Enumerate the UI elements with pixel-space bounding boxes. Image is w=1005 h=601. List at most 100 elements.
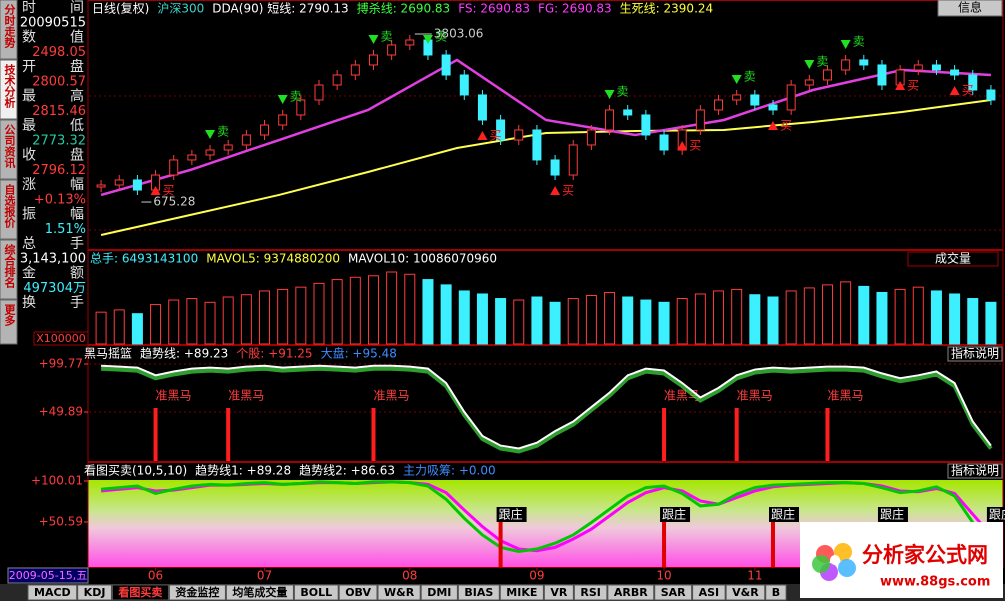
bottom-tab-label[interactable]: 看图买卖 (118, 585, 162, 599)
bottom-tab-label[interactable]: BOLL (300, 586, 332, 599)
sell-marker (731, 74, 742, 84)
candle (931, 64, 941, 71)
bottom-tab[interactable] (77, 584, 112, 601)
panel-header: 搏杀线: 2690.83 (357, 1, 450, 16)
bottom-tab[interactable] (692, 584, 726, 601)
bottom-tab[interactable] (725, 584, 766, 601)
info-value: 2773.32 (32, 134, 86, 149)
volume-bar (131, 313, 143, 345)
bottom-tab[interactable] (225, 584, 294, 601)
sell-label: 卖 (380, 29, 392, 43)
signal-label-bg (986, 507, 1005, 522)
bottom-tab-label[interactable]: RSI (580, 586, 601, 599)
bottom-tab-label[interactable]: 资金监控 (175, 585, 219, 599)
bottom-tab[interactable] (654, 584, 693, 601)
x-tick-label: 06 (148, 569, 163, 583)
info-button[interactable] (937, 0, 1003, 17)
bottom-tab-label[interactable]: VR (550, 586, 568, 599)
volume-bar (585, 294, 597, 345)
y-tick-label: +49.89 (39, 405, 83, 419)
bottom-tab-label[interactable]: ASI (699, 586, 720, 599)
sidebar-tab[interactable] (0, 59, 18, 120)
bottom-tab-label[interactable]: MIKE (506, 586, 537, 599)
volume-selector[interactable] (907, 251, 999, 267)
x-tick-label: 10 (656, 569, 671, 583)
panel-header: 生死线: 2390.24 (620, 2, 713, 16)
sell-label: 卖 (217, 124, 229, 138)
bottom-tab[interactable] (573, 584, 608, 601)
help-label[interactable]: 指标说明 (951, 346, 999, 361)
signal-label: 跟庄 (880, 507, 904, 522)
bottom-tab-label[interactable]: 均笔成交量 (232, 585, 287, 599)
volume-bar (676, 298, 688, 345)
volume-bar (967, 298, 979, 345)
bottom-tab[interactable] (338, 584, 378, 601)
bottom-tab-label[interactable]: OBV (345, 586, 371, 599)
volume-selector-label[interactable]: 成交量 (935, 251, 971, 266)
panel-header: 沪深300 (157, 2, 204, 16)
panel-header: DDA(90) 短线: 2790.13 (212, 2, 348, 16)
sidebar-tab-label[interactable]: 公司资讯 (3, 124, 16, 169)
bottom-tab[interactable] (168, 584, 226, 601)
main-panel-frame (87, 0, 1004, 250)
sidebar-tab-label[interactable]: 综合排名 (3, 243, 16, 289)
sidebar-tab-label[interactable]: 分时走势 (3, 3, 17, 49)
info-value: 2498.05 (32, 45, 86, 60)
sidebar-tab[interactable] (0, 0, 18, 60)
bottom-tab-label[interactable]: DMI (427, 586, 451, 599)
bottom-tab[interactable] (499, 584, 544, 601)
volume-bar (367, 275, 379, 345)
candle (659, 134, 669, 151)
bottom-tab-label[interactable]: V&R (732, 586, 759, 599)
bottom-tab-label[interactable]: BIAS (464, 586, 493, 599)
panel-header: 个股: +91.25 (236, 347, 312, 361)
bottom-tab[interactable] (543, 584, 574, 601)
volume-bar (658, 301, 670, 345)
sidebar-tab[interactable] (0, 119, 18, 180)
bottom-tab[interactable] (420, 584, 458, 601)
bottom-tab[interactable] (111, 584, 169, 601)
help-button[interactable] (947, 463, 1003, 479)
sidebar-tab[interactable] (0, 299, 18, 345)
bottom-tab[interactable] (27, 584, 78, 601)
help-button[interactable] (947, 346, 1003, 362)
sidebar-tab-label[interactable]: 技术分析 (3, 63, 17, 109)
bottom-tab[interactable] (293, 584, 339, 601)
bottom-tab-label[interactable]: B (772, 586, 780, 599)
candle (986, 89, 996, 101)
volume-bar (803, 287, 815, 345)
bottom-tab-label[interactable]: W&R (384, 586, 415, 599)
volume-bar (531, 296, 543, 345)
candle (368, 54, 378, 66)
signal-bar (771, 522, 775, 567)
volume-bar (113, 309, 125, 345)
sidebar-tab[interactable] (0, 239, 18, 300)
volume-bar (840, 281, 852, 345)
bottom-tab-label[interactable]: MACD (34, 586, 71, 599)
bottom-tab[interactable] (765, 584, 787, 601)
candle (96, 184, 106, 188)
candle (841, 59, 851, 71)
sidebar-tab-label[interactable]: 自选报价 (3, 183, 16, 229)
volume-bar (313, 282, 325, 345)
bottom-tab[interactable] (457, 584, 500, 601)
info-value: 2800.57 (32, 75, 86, 90)
bottom-tab-label[interactable]: SAR (661, 586, 686, 599)
candle (205, 149, 215, 156)
signal-label: 准黑马 (156, 389, 192, 403)
sidebar-tab-label[interactable]: 更多 (3, 304, 16, 327)
info-button-label[interactable]: 信息 (958, 0, 982, 15)
buy-marker (477, 130, 488, 140)
bottom-tab[interactable] (607, 584, 655, 601)
sell-label: 卖 (617, 84, 629, 98)
bottom-tab-label[interactable]: KDJ (84, 586, 106, 599)
sell-marker (604, 89, 615, 99)
candle (586, 129, 596, 146)
help-label[interactable]: 指标说明 (951, 463, 999, 478)
sidebar-tab[interactable] (0, 179, 18, 240)
y-tick-label: +100.01 (31, 474, 83, 488)
bottom-tab[interactable] (377, 584, 421, 601)
volume-bar (876, 291, 888, 345)
signal-label: 准黑马 (373, 389, 409, 403)
bottom-tab-label[interactable]: ARBR (614, 586, 648, 599)
